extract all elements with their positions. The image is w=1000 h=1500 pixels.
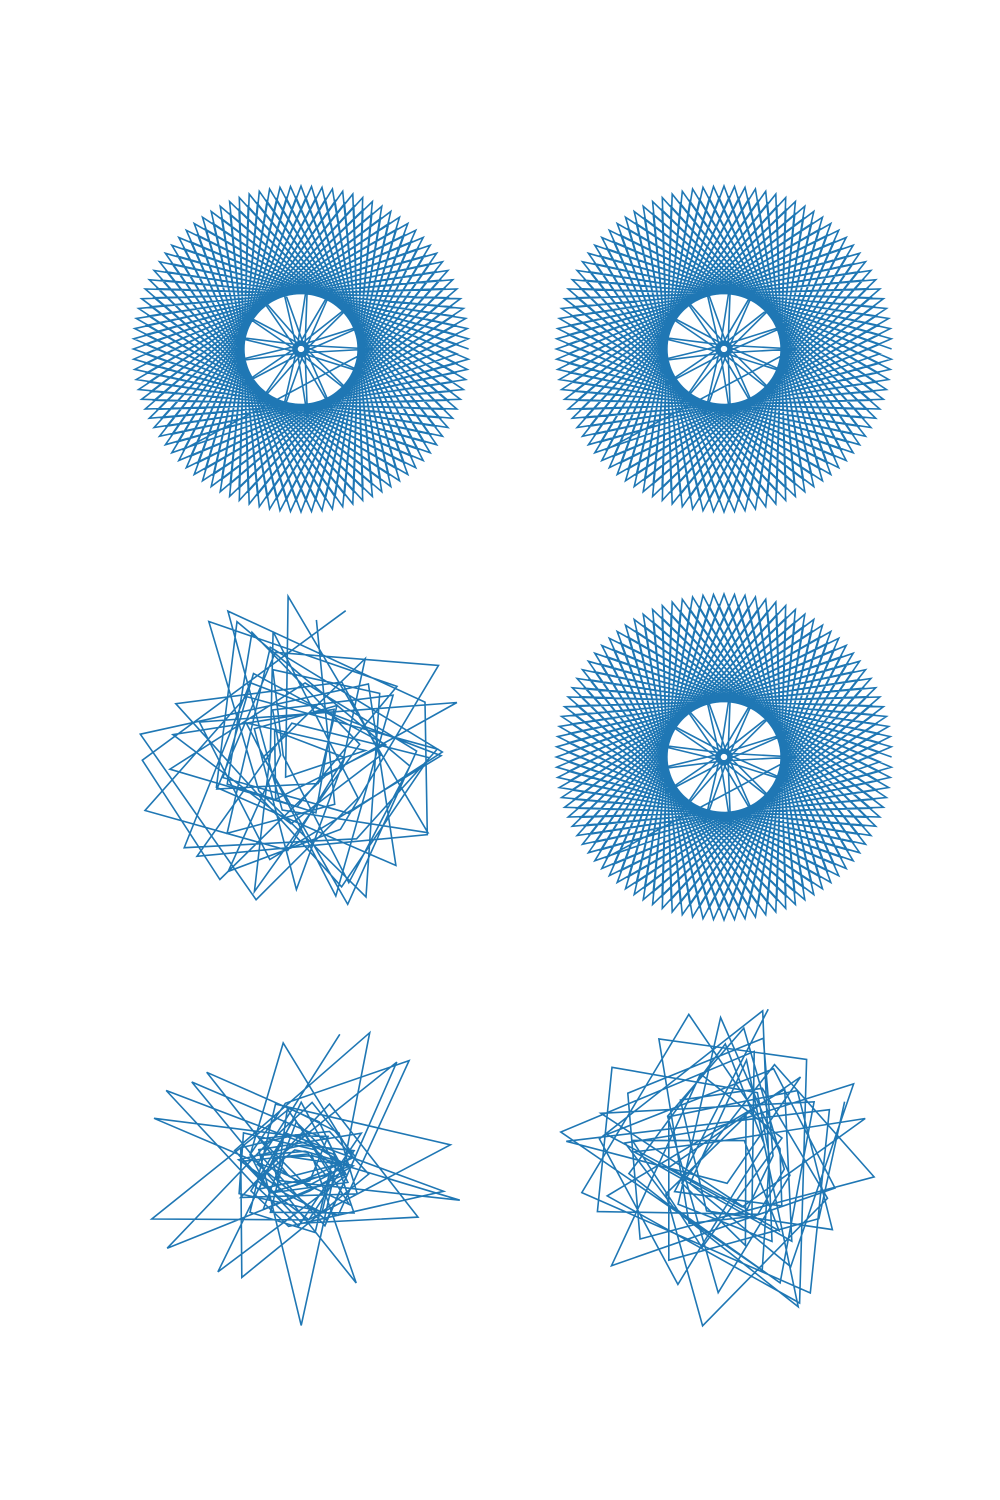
series-line: [556, 186, 891, 512]
series-line: [140, 596, 457, 904]
subplot-top-left: [125, 178, 477, 520]
subplot-middle-right: [548, 586, 900, 928]
series-line: [556, 594, 891, 920]
subplot-bottom-left: [125, 995, 477, 1337]
subplot-middle-left: [125, 586, 477, 928]
subplot-bottom-right: [548, 995, 900, 1337]
series-line: [152, 1033, 460, 1326]
series-line: [561, 1009, 874, 1326]
series-line: [133, 186, 468, 512]
subplot-top-right: [548, 178, 900, 520]
